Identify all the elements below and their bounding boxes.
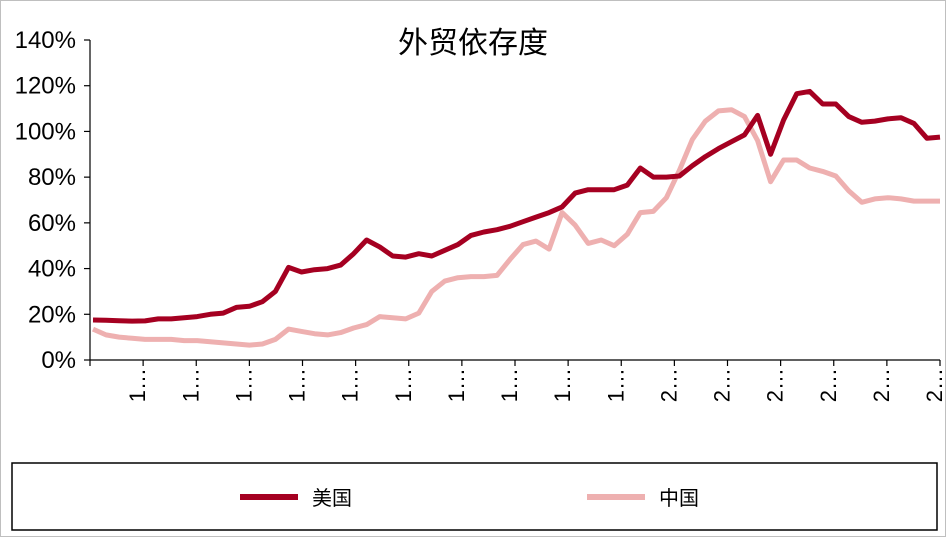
x-tick-label: 2… [869, 368, 894, 402]
legend-label-series-0: 美国 [312, 486, 352, 510]
x-tick-label: 2… [922, 368, 947, 402]
plot-area: 0% 20% 40% 60% 80% 100% 120% 140% 1… 1… 1… 1… 1… 1… 1…… [15, 27, 947, 402]
y-tick-label: 0% [41, 347, 76, 374]
series-line-0 [92, 88, 941, 324]
y-tick-label: 60% [28, 210, 76, 237]
y-tick-label: 140% [15, 27, 76, 54]
y-tick-label: 40% [28, 256, 76, 283]
x-tick-label: 1… [550, 368, 575, 402]
x-tick-label: 1… [338, 368, 363, 402]
legend-label-series-1: 中国 [659, 486, 699, 510]
x-tick-label: 1… [444, 368, 469, 402]
series-line-1 [91, 107, 940, 348]
x-tick-label: 1… [497, 368, 522, 402]
x-tick-label: 2… [816, 368, 841, 402]
x-tick-label: 2… [763, 368, 788, 402]
legend-box [11, 462, 938, 531]
x-tick-label: 1… [603, 368, 628, 402]
x-tick-label: 1… [231, 368, 256, 402]
x-tick-label: 1… [285, 368, 310, 402]
x-tick-label: 2… [710, 368, 735, 402]
legend: 美国 中国 [11, 462, 938, 531]
chart-title: 外贸依存度 [398, 26, 548, 61]
y-tick-label: 20% [28, 301, 76, 328]
x-tick-label: 1… [125, 368, 150, 402]
x-tick-label: 1… [391, 368, 416, 402]
y-tick-label: 100% [15, 118, 76, 145]
x-tick-label: 1… [178, 368, 203, 402]
y-tick-label: 120% [15, 73, 76, 100]
y-tick-label: 80% [28, 164, 76, 191]
x-tick-label: 2… [656, 368, 681, 402]
